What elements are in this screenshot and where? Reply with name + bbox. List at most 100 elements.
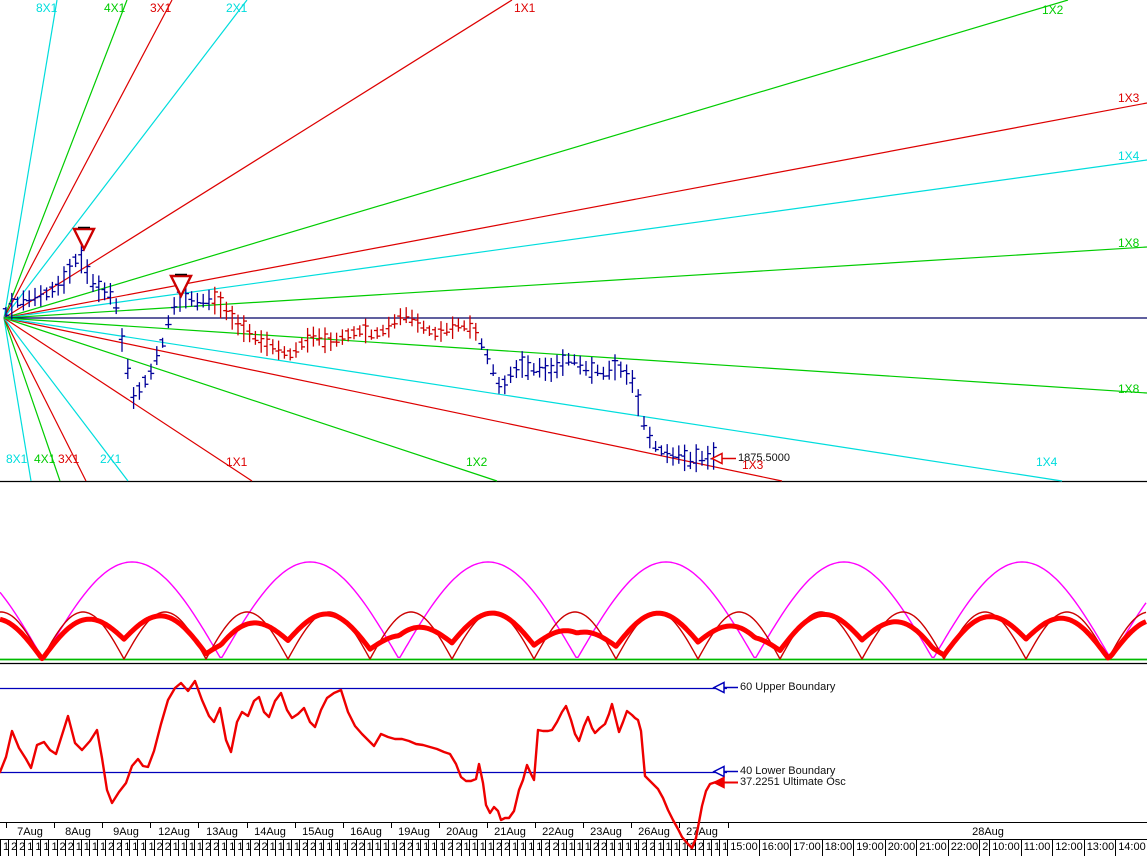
hour-cell: 10:00 bbox=[989, 840, 1021, 856]
hour-cell: 1 bbox=[315, 840, 323, 856]
hour-cell: 1 bbox=[484, 840, 493, 856]
gann-ray-3x1-down[interactable] bbox=[3, 317, 87, 482]
hour-cell: 1 bbox=[218, 840, 226, 856]
hour-cell: 2 bbox=[589, 840, 598, 856]
date-label: 13Aug bbox=[206, 826, 238, 838]
hour-cell: 1 bbox=[606, 840, 614, 856]
day-tick bbox=[390, 823, 392, 828]
hour-cell-row: 1221111221111221111221111221111221111221… bbox=[0, 839, 1147, 857]
hour-cell: 2 bbox=[541, 840, 549, 856]
hour-cell: 1 bbox=[323, 840, 331, 856]
hour-cell: 1 bbox=[670, 840, 679, 856]
day-tick bbox=[342, 823, 344, 828]
hour-cell: 15:00 bbox=[727, 840, 759, 856]
hour-cell: 2 bbox=[298, 840, 307, 856]
hour-cell: 2 bbox=[500, 840, 509, 856]
hour-cell: 2 bbox=[395, 840, 404, 856]
hour-cell: 1 bbox=[387, 840, 396, 856]
date-label: 9Aug bbox=[113, 826, 139, 838]
sell-signal-triangle-icon[interactable] bbox=[72, 227, 96, 252]
hour-cell: 1 bbox=[169, 840, 178, 856]
hour-cell: 22:00 bbox=[947, 840, 980, 856]
gann-ray-1x4-down[interactable] bbox=[3, 317, 1063, 482]
hour-cell: 1 bbox=[379, 840, 388, 856]
hour-cell: 2 bbox=[638, 840, 646, 856]
hour-cell: 2 bbox=[979, 840, 989, 856]
hour-cell: 2 bbox=[307, 840, 315, 856]
hour-cell: 18:00 bbox=[821, 840, 854, 856]
hour-cell: 1 bbox=[702, 840, 711, 856]
date-label: 19Aug bbox=[398, 826, 430, 838]
cycle-long-cycle[interactable] bbox=[0, 561, 1147, 658]
ultimate-oscillator-line[interactable] bbox=[0, 679, 718, 850]
gann-ray-1x4-up[interactable] bbox=[3, 159, 1147, 319]
hour-cell: 2 bbox=[694, 840, 703, 856]
gann-ray-1x3-down[interactable] bbox=[3, 317, 783, 482]
gann-ray-1x1-up[interactable] bbox=[3, 0, 513, 319]
hour-cell: 1 bbox=[24, 840, 32, 856]
gann-ray-1x1-down[interactable] bbox=[3, 317, 253, 482]
date-label: 28Aug bbox=[972, 826, 1004, 838]
hour-cell: 1 bbox=[428, 840, 436, 856]
hour-cell: 1 bbox=[533, 840, 541, 856]
gann-ray-8x1-down[interactable] bbox=[3, 317, 32, 482]
hour-cell: 2 bbox=[597, 840, 606, 856]
date-label: 12Aug bbox=[158, 826, 190, 838]
hour-cell: 1 bbox=[517, 840, 525, 856]
date-label: 14Aug bbox=[254, 826, 286, 838]
hour-cell: 1 bbox=[274, 840, 283, 856]
gann-ray-1x3-up[interactable] bbox=[3, 102, 1147, 319]
hour-cell: 21:00 bbox=[916, 840, 948, 856]
gann-ray-8x1-up[interactable] bbox=[3, 0, 58, 319]
hour-cell: 2 bbox=[56, 840, 65, 856]
hour-cell: 1 bbox=[290, 840, 299, 856]
gann-ray-1x2-up[interactable] bbox=[3, 0, 1069, 319]
hour-cell: 1 bbox=[565, 840, 574, 856]
hour-cell: 1 bbox=[573, 840, 582, 856]
hour-cell: 11:00 bbox=[1020, 840, 1053, 856]
hour-cell: 1 bbox=[177, 840, 186, 856]
gann-ray-2x1-up[interactable] bbox=[3, 0, 248, 319]
hour-cell: 1 bbox=[137, 840, 145, 856]
time-axis: 1221111221111221111221111221111221111221… bbox=[0, 822, 1147, 857]
gann-ray-1x2-down[interactable] bbox=[3, 317, 498, 482]
date-label: 7Aug bbox=[17, 826, 43, 838]
hour-cell: 2 bbox=[452, 840, 461, 856]
hour-cell: 1 bbox=[363, 840, 372, 856]
day-tick bbox=[438, 823, 440, 828]
gann-ray-2x1-down[interactable] bbox=[3, 317, 129, 482]
hour-cell: 1 bbox=[48, 840, 57, 856]
date-label: 23Aug bbox=[590, 826, 622, 838]
date-label: 27Aug bbox=[686, 826, 718, 838]
day-tick bbox=[150, 823, 152, 828]
hour-cell: 2 bbox=[355, 840, 364, 856]
hour-cell: 2 bbox=[258, 840, 267, 856]
date-label: 15Aug bbox=[302, 826, 334, 838]
gann-ray-4x1-up[interactable] bbox=[3, 0, 128, 319]
hour-cell: 1 bbox=[630, 840, 638, 856]
hour-cell: 2 bbox=[8, 840, 16, 856]
hour-cell: 1 bbox=[40, 840, 48, 856]
sell-signal-triangle-icon[interactable] bbox=[169, 274, 193, 299]
date-label: 21Aug bbox=[494, 826, 526, 838]
hour-cell: 2 bbox=[64, 840, 73, 856]
hour-cell: 13:00 bbox=[1083, 840, 1116, 856]
gann-ray-1x8-down[interactable] bbox=[3, 317, 1147, 394]
date-label: 16Aug bbox=[350, 826, 382, 838]
gann-ray-3x1-up[interactable] bbox=[3, 0, 173, 319]
gann-ray-4x1-down[interactable] bbox=[3, 317, 61, 482]
hour-cell: 1 bbox=[129, 840, 137, 856]
day-tick bbox=[535, 823, 537, 828]
hour-cell: 2 bbox=[646, 840, 654, 856]
hour-cell: 2 bbox=[444, 840, 452, 856]
hour-cell: 1 bbox=[266, 840, 275, 856]
hour-cell: 1 bbox=[412, 840, 420, 856]
hour-cell: 1 bbox=[420, 840, 428, 856]
hour-cell: 2 bbox=[153, 840, 162, 856]
cycle-composite-cycle[interactable] bbox=[0, 610, 1147, 662]
day-tick bbox=[631, 823, 633, 828]
hour-cell: 1 bbox=[654, 840, 663, 856]
hour-cell: 1 bbox=[581, 840, 590, 856]
